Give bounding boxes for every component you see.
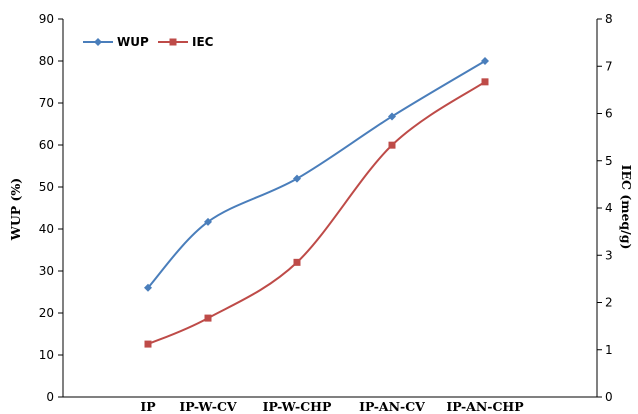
right-axis-ticks: 0 1 2 3 4 5 6 7 8 <box>597 12 613 404</box>
x-tick-label: IP-W-CV <box>179 399 237 414</box>
legend-label-wup: WUP <box>117 35 149 49</box>
right-tick-label: 0 <box>605 390 613 404</box>
left-tick-label: 20 <box>39 306 54 320</box>
legend-marker-wup <box>94 38 102 46</box>
left-tick-label: 80 <box>39 54 54 68</box>
x-tick-label: IP-AN-CV <box>359 399 425 414</box>
data-point-wup <box>481 57 489 65</box>
legend-marker-shape-iec <box>169 38 177 46</box>
y-axis-title-right: IEC (meq/g) <box>619 165 634 250</box>
x-tick-label: IP-AN-CHP <box>446 399 524 414</box>
legend-marker-shape-wup <box>94 38 102 46</box>
left-axis-ticks: 0 10 20 30 40 50 60 70 80 90 <box>39 12 63 404</box>
data-point-iec <box>388 141 396 149</box>
x-axis-categories: IP IP-W-CV IP-W-CHP IP-AN-CV IP-AN-CHP <box>140 399 524 414</box>
axes <box>62 19 598 398</box>
left-tick-label: 0 <box>46 390 54 404</box>
data-point-wup <box>293 174 301 183</box>
right-tick-label: 4 <box>605 201 613 215</box>
left-tick-label: 30 <box>39 264 54 278</box>
left-tick-label: 50 <box>39 180 54 194</box>
data-point-wup <box>204 217 212 226</box>
legend-marker-iec <box>169 38 177 46</box>
left-tick-label: 40 <box>39 222 54 236</box>
series-line-iec <box>147 81 486 345</box>
data-point-iec <box>481 78 489 86</box>
data-point-wup <box>388 112 396 121</box>
data-point-wup <box>144 283 152 292</box>
right-tick-label: 1 <box>605 343 613 357</box>
data-point-iec <box>144 340 152 348</box>
left-tick-label: 90 <box>39 12 54 26</box>
y-axis-title-left: WUP (%) <box>8 178 23 241</box>
right-tick-label: 8 <box>605 12 613 26</box>
right-tick-label: 3 <box>605 248 613 262</box>
right-tick-label: 2 <box>605 296 613 310</box>
right-tick-label: 7 <box>605 59 613 73</box>
left-tick-label: 10 <box>39 348 54 362</box>
series-layer <box>144 57 489 348</box>
legend-label-iec: IEC <box>192 35 214 49</box>
right-tick-label: 5 <box>605 154 613 168</box>
left-tick-label: 70 <box>39 96 54 110</box>
left-tick-label: 60 <box>39 138 54 152</box>
right-tick-label: 6 <box>605 107 613 121</box>
series-line-wup <box>147 60 486 289</box>
x-tick-label: IP-W-CHP <box>263 399 332 414</box>
x-tick-label: IP <box>140 399 156 414</box>
data-point-iec <box>293 258 301 266</box>
legend: WUP IEC <box>83 35 214 49</box>
data-point-iec <box>204 314 212 322</box>
